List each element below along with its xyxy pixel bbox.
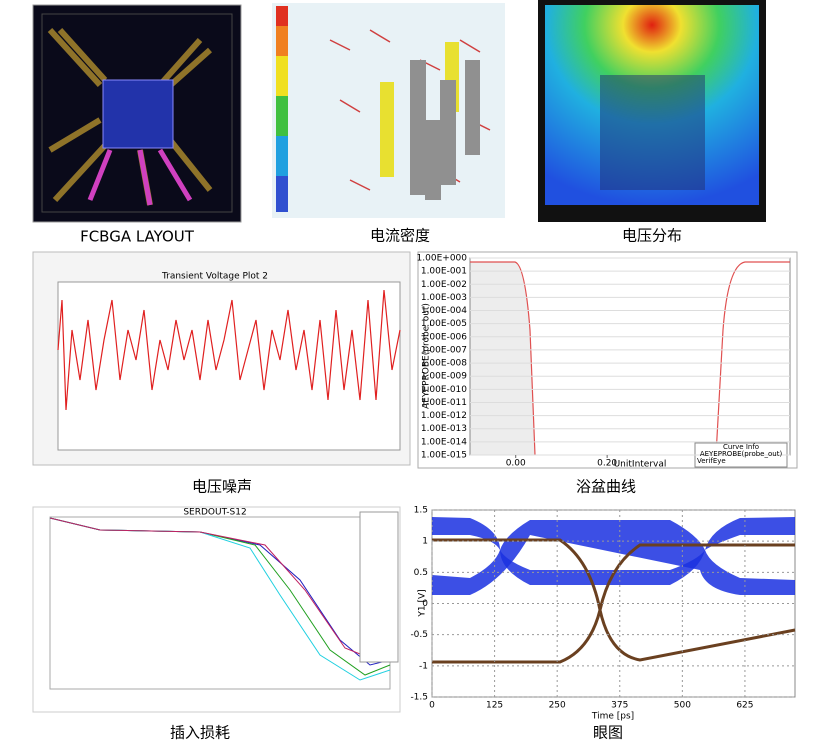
y-tick-label: 0 (422, 599, 428, 609)
caption: 插入损耗 (170, 724, 230, 742)
y-tick-label: 1 (422, 537, 428, 547)
y-tick-label: 1.00E-001 (421, 267, 467, 277)
x-tick-label: 0 (429, 701, 435, 711)
bathtub-axes: 1.00E+000 1.00E-001 1.00E-002 1.00E-003 1.00… (417, 254, 790, 470)
y-tick-label: -1 (419, 661, 428, 671)
caption: 电压分布 (622, 227, 682, 245)
x-axis-label: UnitInterval (614, 460, 667, 470)
y-tick-label: 1.00E-004 (421, 306, 467, 316)
caption: 浴盆曲线 (576, 478, 636, 496)
caption: FCBGA LAYOUT (80, 228, 195, 246)
y-tick-label: 1.00E-008 (421, 359, 467, 369)
y-tick-label: 1.00E-005 (421, 319, 467, 329)
y-tick-label: 1.00E-006 (421, 332, 467, 342)
legend-entry: Curve Info (723, 443, 759, 451)
y-axis-label: Y1 [V] (418, 589, 428, 617)
y-tick-label: 1.00E-015 (421, 451, 467, 461)
il-title: SERDOUT-S12 (183, 508, 246, 518)
eye-frame (418, 505, 797, 722)
y-tick-label: 1.00E-014 (421, 437, 467, 447)
legend-entry: VerifEye (697, 457, 726, 465)
y-tick-label: 1.00E-009 (421, 372, 467, 382)
noise-plot (32, 251, 411, 466)
insertion-loss-plot (32, 506, 401, 713)
y-tick-label: -1.5 (410, 693, 428, 703)
y-tick-label: 1.5 (414, 506, 428, 516)
y-axis-label: AEYEPROBE(probe_out) (422, 303, 432, 409)
x-tick-label: 0.00 (506, 459, 526, 469)
y-tick-label: 1.00E-013 (421, 424, 467, 434)
caption: 电压噪声 (192, 478, 252, 496)
noise-title: Transient Voltage Plot 2 (161, 272, 268, 282)
y-tick-label: 0.5 (414, 568, 428, 578)
caption: 眼图 (593, 724, 623, 742)
x-tick-label: 0.20 (597, 459, 617, 469)
y-tick-label: -0.5 (410, 630, 428, 640)
voltage-map-image (538, 0, 766, 222)
y-tick-label: 1.00E-003 (421, 293, 467, 303)
y-tick-label: 1.00E-007 (421, 345, 467, 355)
x-tick-label: 125 (486, 701, 503, 711)
legend-entry: AEYEPROBE(probe_out) (700, 450, 783, 458)
x-tick-label: 625 (736, 701, 753, 711)
x-tick-label: 250 (549, 701, 566, 711)
y-tick-label: 1.00E-012 (421, 411, 467, 421)
y-tick-label: 1.00E+000 (417, 254, 468, 264)
x-tick-label: 500 (674, 701, 691, 711)
fcbga-image (32, 4, 242, 223)
y-tick-label: 1.00E-011 (421, 398, 467, 408)
x-tick-label: 375 (611, 701, 628, 711)
x-axis-label: Time [ps] (591, 712, 634, 722)
caption: 电流密度 (370, 227, 430, 245)
y-tick-label: 1.00E-010 (421, 385, 467, 395)
y-tick-label: 1.00E-002 (421, 280, 467, 290)
current-density-image (272, 3, 505, 218)
